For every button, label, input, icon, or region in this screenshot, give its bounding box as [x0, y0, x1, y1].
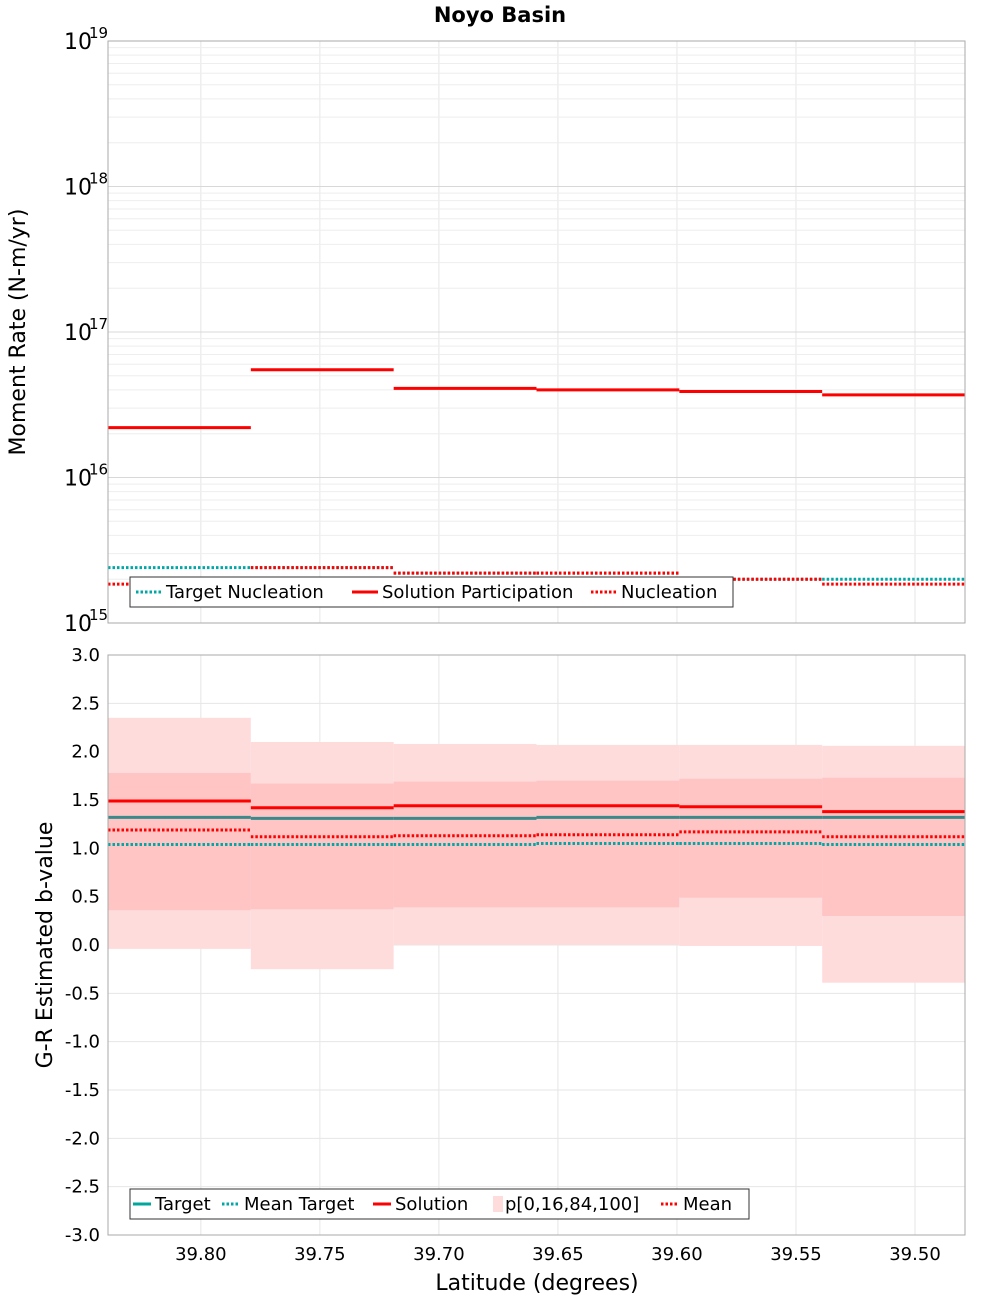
- top-y-tick-base: 10: [64, 321, 92, 346]
- x-tick-label: 39.60: [651, 1244, 703, 1265]
- x-tick-label: 39.55: [770, 1244, 822, 1265]
- bottom-panel: -3.0 -2.5 -2.0 -1.5 -1.0 -0.5 0.0 0.5 1.0 1.5 2.0 2…: [65, 645, 966, 1265]
- bottom-legend-label: Solution: [395, 1194, 468, 1215]
- top-y-tick-base: 10: [64, 30, 92, 55]
- chart-title: Noyo Basin: [434, 3, 566, 27]
- x-tick-label: 39.70: [413, 1244, 465, 1265]
- x-tick-label: 39.80: [175, 1244, 227, 1265]
- bottom-y-tick-label: -1.5: [65, 1080, 100, 1101]
- bottom-series-mean-target: [108, 842, 965, 846]
- top-legend: Target Nucleation Solution Participation N…: [129, 576, 734, 608]
- band-inner-segment: [536, 780, 680, 908]
- bottom-y-tick-label: -3.0: [65, 1225, 100, 1246]
- bottom-series-mean: [108, 828, 965, 839]
- top-y-tick-exp: 16: [89, 461, 108, 479]
- band-inner-segment: [250, 783, 394, 910]
- bottom-y-tick-label: 1.5: [71, 790, 100, 811]
- top-y-axis-title: Moment Rate (N-m/yr): [6, 209, 31, 456]
- bottom-legend-swatch: [493, 1196, 503, 1212]
- top-series-solution-participation: [108, 368, 965, 430]
- bottom-legend-label: Target: [154, 1194, 211, 1215]
- bottom-plot-border: [107, 654, 966, 1236]
- top-y-tick-base: 10: [64, 612, 92, 637]
- bottom-y-axis-title: G-R Estimated b-value: [33, 822, 58, 1069]
- bottom-legend-label: Mean Target: [244, 1194, 354, 1215]
- top-y-tick-exp: 18: [89, 170, 108, 188]
- bottom-y-tick-label: -2.0: [65, 1128, 100, 1149]
- band-inner-segment: [393, 781, 537, 908]
- bottom-legend-label: p[0,16,84,100]: [505, 1194, 639, 1215]
- top-plot-border: [107, 40, 966, 624]
- bottom-y-tick-label: -2.5: [65, 1177, 100, 1198]
- x-tick-label: 39.65: [532, 1244, 584, 1265]
- x-tick-label: 39.75: [294, 1244, 346, 1265]
- bottom-legend-label: Mean: [683, 1194, 732, 1215]
- bottom-series-solution: [108, 799, 965, 814]
- band-inner-segment: [679, 778, 823, 898]
- band-inner-segment: [108, 772, 251, 911]
- bottom-band: [108, 717, 965, 983]
- top-legend-label: Solution Participation: [382, 582, 573, 603]
- top-y-tick-base: 10: [64, 176, 92, 201]
- top-legend-label: Target Nucleation: [165, 582, 324, 603]
- bottom-y-tick-label: 1.0: [71, 838, 100, 859]
- x-tick-label: 39.50: [889, 1244, 941, 1265]
- bottom-y-tick-label: 0.0: [71, 935, 100, 956]
- x-axis-title: Latitude (degrees): [435, 1271, 638, 1296]
- bottom-series-target: [108, 815, 965, 820]
- top-y-tick-exp: 19: [89, 24, 108, 42]
- bottom-y-tick-label: 3.0: [71, 645, 100, 666]
- bottom-y-tick-label: 2.5: [71, 693, 100, 714]
- top-y-tick-base: 10: [64, 467, 92, 492]
- bottom-y-tick-label: 2.0: [71, 742, 100, 763]
- top-y-tick-exp: 15: [89, 606, 108, 624]
- bottom-legend: Target Mean Target Solution p[0,16,84,100] M…: [129, 1188, 750, 1220]
- bottom-y-tick-label: -1.0: [65, 1032, 100, 1053]
- top-legend-box: [129, 576, 734, 608]
- band-inner-segment: [822, 777, 965, 916]
- bottom-y-tick-label: -0.5: [65, 983, 100, 1004]
- bottom-y-tick-label: 0.5: [71, 887, 100, 908]
- top-legend-label: Nucleation: [621, 582, 717, 603]
- top-y-tick-exp: 17: [89, 315, 108, 333]
